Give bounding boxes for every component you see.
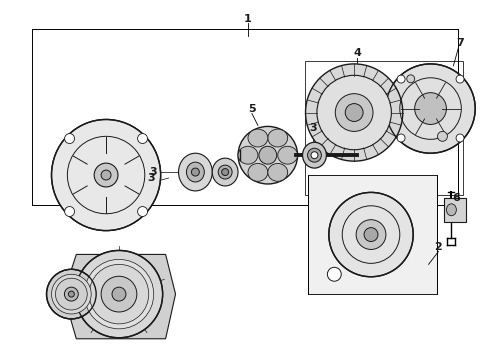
Ellipse shape xyxy=(218,165,232,179)
Ellipse shape xyxy=(248,163,268,181)
Ellipse shape xyxy=(238,146,258,164)
Ellipse shape xyxy=(386,64,475,153)
Ellipse shape xyxy=(47,269,96,319)
Polygon shape xyxy=(444,198,466,222)
Ellipse shape xyxy=(55,278,87,310)
Ellipse shape xyxy=(317,75,392,150)
Circle shape xyxy=(397,134,405,142)
Ellipse shape xyxy=(329,192,413,277)
Text: 7: 7 xyxy=(457,38,464,48)
Ellipse shape xyxy=(212,158,238,186)
Ellipse shape xyxy=(75,251,163,338)
Ellipse shape xyxy=(64,287,78,301)
Ellipse shape xyxy=(356,220,386,249)
Ellipse shape xyxy=(238,126,297,184)
Ellipse shape xyxy=(192,168,199,176)
Polygon shape xyxy=(308,175,437,294)
Text: 4: 4 xyxy=(353,48,361,58)
Ellipse shape xyxy=(221,168,229,176)
Text: 3: 3 xyxy=(310,123,318,134)
Ellipse shape xyxy=(335,94,373,131)
Circle shape xyxy=(456,75,464,83)
Ellipse shape xyxy=(187,162,204,182)
Ellipse shape xyxy=(364,228,378,242)
Text: 5: 5 xyxy=(248,104,256,113)
Ellipse shape xyxy=(101,170,111,180)
Ellipse shape xyxy=(101,276,137,312)
Text: 1: 1 xyxy=(244,14,252,24)
Ellipse shape xyxy=(446,204,456,216)
Ellipse shape xyxy=(259,146,277,164)
Text: 2: 2 xyxy=(435,243,442,252)
Ellipse shape xyxy=(84,260,154,329)
Ellipse shape xyxy=(89,264,149,324)
Ellipse shape xyxy=(51,120,161,231)
Ellipse shape xyxy=(51,274,91,314)
Ellipse shape xyxy=(69,291,74,297)
Polygon shape xyxy=(63,255,175,339)
Text: 6: 6 xyxy=(452,193,460,203)
Ellipse shape xyxy=(112,287,126,301)
Circle shape xyxy=(327,267,341,281)
Circle shape xyxy=(397,75,405,83)
Circle shape xyxy=(438,131,447,141)
Ellipse shape xyxy=(415,93,446,125)
Text: 3: 3 xyxy=(147,173,154,183)
Ellipse shape xyxy=(278,146,297,164)
Ellipse shape xyxy=(308,148,321,162)
Circle shape xyxy=(138,134,147,144)
Circle shape xyxy=(456,134,464,142)
Ellipse shape xyxy=(248,129,268,147)
Ellipse shape xyxy=(94,163,118,187)
Ellipse shape xyxy=(178,153,212,191)
Ellipse shape xyxy=(306,64,403,161)
Ellipse shape xyxy=(345,104,363,121)
Ellipse shape xyxy=(268,163,288,181)
Ellipse shape xyxy=(302,142,326,168)
Text: 3: 3 xyxy=(149,167,156,177)
Ellipse shape xyxy=(311,152,318,159)
Ellipse shape xyxy=(268,129,288,147)
Circle shape xyxy=(138,207,147,216)
Circle shape xyxy=(65,134,74,144)
Circle shape xyxy=(407,75,415,83)
Circle shape xyxy=(65,207,74,216)
